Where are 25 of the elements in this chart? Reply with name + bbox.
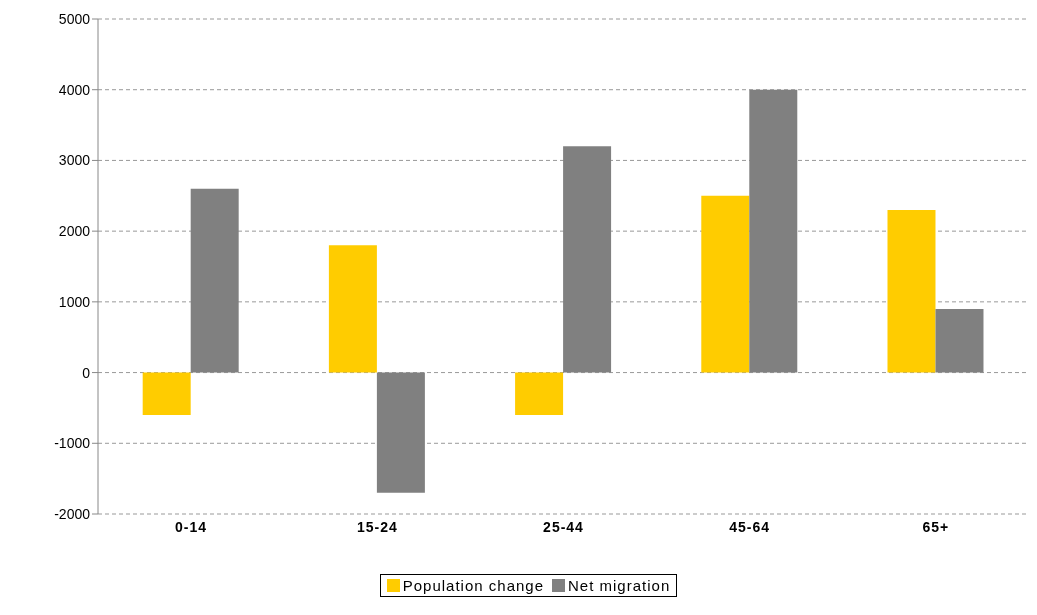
bar [376, 372, 425, 493]
y-tick-label: 4000 [58, 81, 91, 98]
y-tick-label: -2000 [54, 505, 91, 522]
x-tick-label: 45-64 [729, 518, 771, 535]
y-tick-label: 2000 [58, 223, 91, 240]
bar [749, 89, 798, 373]
legend-label: Population change [401, 577, 545, 594]
y-tick-label: 0 [82, 364, 91, 381]
x-tick-label: 15-24 [356, 518, 398, 535]
bar [701, 195, 750, 373]
y-tick-label: 3000 [58, 152, 91, 169]
bar [190, 188, 239, 373]
y-tick-label: 1000 [58, 293, 91, 310]
y-tick-label: -1000 [54, 435, 91, 452]
x-tick-label: 65+ [922, 518, 950, 535]
bar [142, 372, 191, 415]
bar [328, 245, 377, 373]
bar [887, 209, 936, 373]
y-tick-label: 5000 [58, 10, 91, 27]
legend-label: Net migration [567, 577, 671, 594]
bar [515, 372, 564, 415]
x-tick-label: 0-14 [175, 518, 208, 535]
bar [935, 308, 984, 373]
x-tick-label: 25-44 [543, 518, 584, 535]
bar [563, 146, 612, 373]
